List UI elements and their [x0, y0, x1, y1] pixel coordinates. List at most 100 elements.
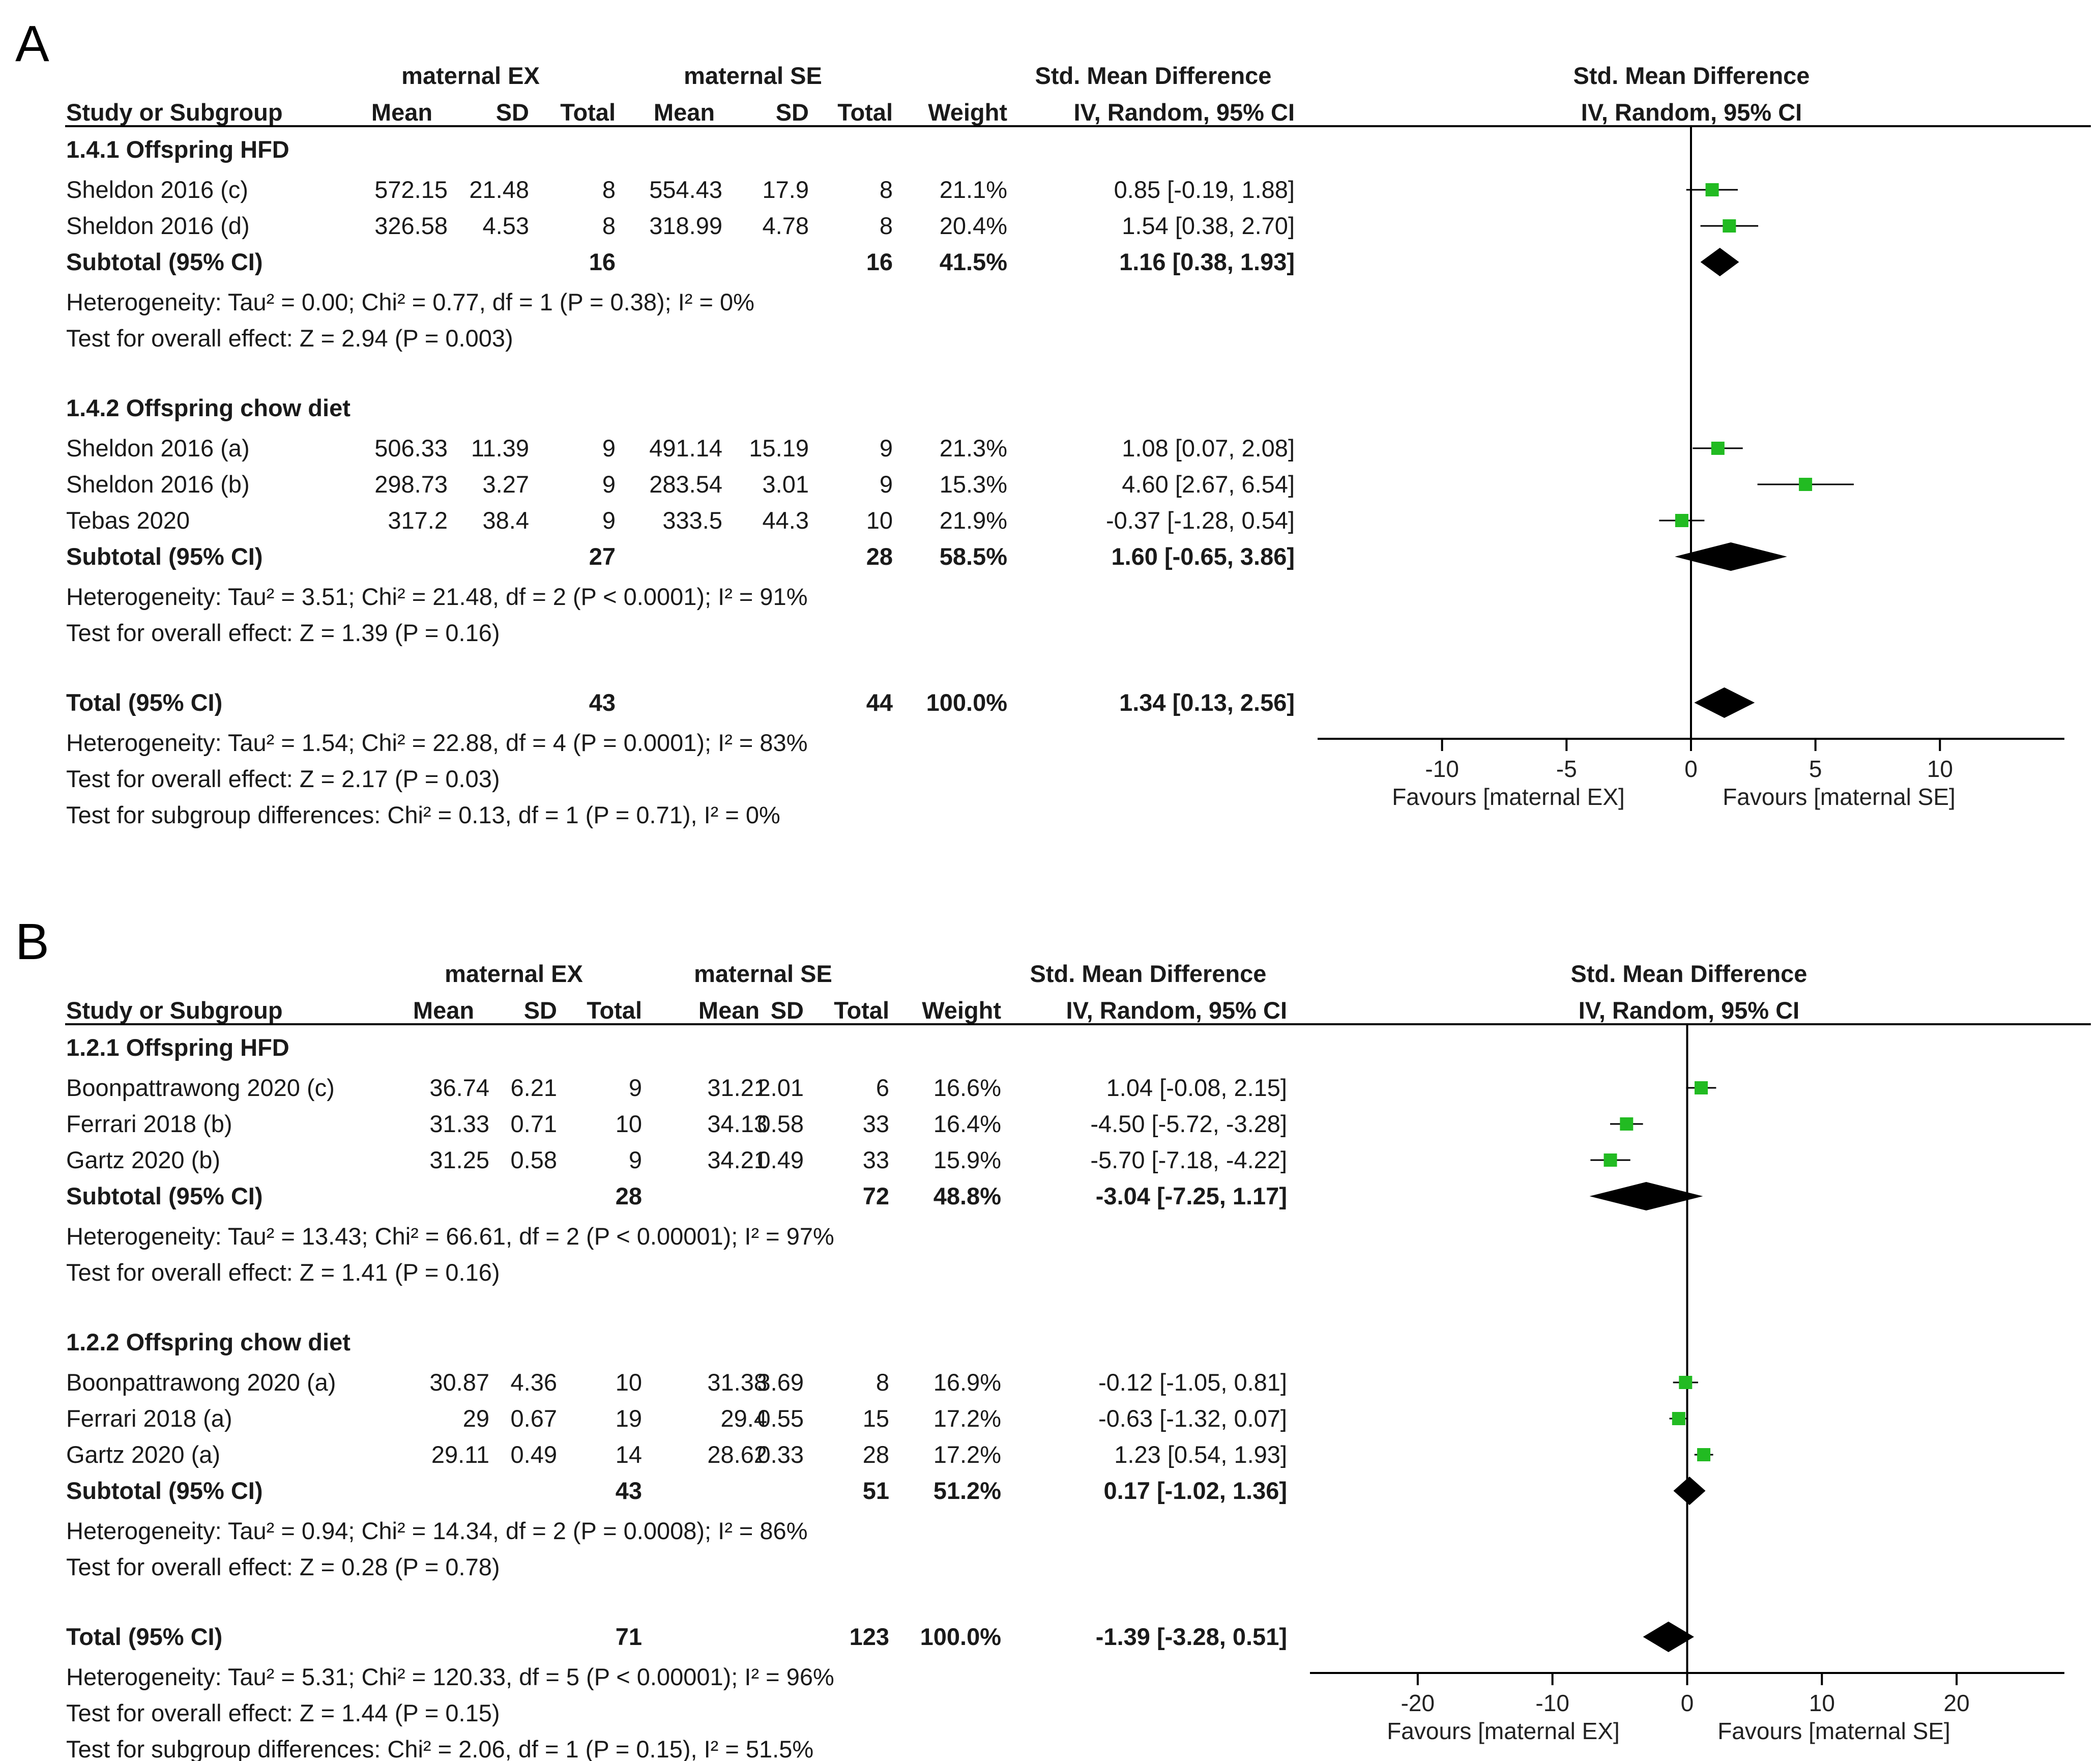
- overall-effect: Test for overall effect: Z = 2.94 (P = 0…: [66, 325, 513, 352]
- se-mean: 34.21: [707, 1146, 767, 1173]
- se-total: 8: [876, 1369, 889, 1396]
- se-total: 33: [863, 1146, 889, 1173]
- subtotal-se-total: 16: [866, 248, 893, 275]
- subtotal-label: Subtotal (95% CI): [66, 543, 262, 570]
- study-name: Sheldon 2016 (c): [66, 176, 248, 203]
- heterogeneity: Heterogeneity: Tau² = 0.00; Chi² = 0.77,…: [66, 288, 754, 315]
- effect-header: Std. Mean Difference: [1035, 62, 1272, 89]
- weight: 16.6%: [934, 1074, 1001, 1101]
- study-name: Gartz 2020 (b): [66, 1146, 220, 1173]
- se-sd: 3.01: [763, 471, 809, 498]
- subgroup-title: 1.2.2 Offspring chow diet: [66, 1329, 351, 1355]
- subtotal-weight: 48.8%: [934, 1182, 1001, 1209]
- se-total: 9: [880, 471, 893, 498]
- favours-left-label: Favours [maternal EX]: [1387, 1718, 1620, 1744]
- weight: 20.4%: [940, 212, 1007, 239]
- ex-mean: 572.15: [374, 176, 448, 203]
- se-total: 8: [880, 212, 893, 239]
- group-se-header: maternal SE: [684, 62, 822, 89]
- x-tick-label: 0: [1684, 756, 1698, 782]
- total-heterogeneity: Heterogeneity: Tau² = 1.54; Chi² = 22.88…: [66, 729, 807, 756]
- ex-mean: 326.58: [374, 212, 448, 239]
- subtotal-label: Subtotal (95% CI): [66, 1182, 262, 1209]
- se-mean: 34.13: [707, 1110, 767, 1137]
- ex-total: 8: [602, 176, 616, 203]
- subgroup-title: 1.4.2 Offspring chow diet: [66, 394, 351, 421]
- x-tick-label: 10: [1809, 1690, 1835, 1716]
- col-ci-header: IV, Random, 95% CI: [1074, 99, 1295, 126]
- study-name: Boonpattrawong 2020 (c): [66, 1074, 335, 1101]
- total-overall-effect: Test for overall effect: Z = 1.44 (P = 0…: [66, 1699, 500, 1726]
- subtotal-se-total: 72: [863, 1182, 889, 1209]
- se-sd: 3.69: [757, 1369, 804, 1396]
- total-heterogeneity: Heterogeneity: Tau² = 5.31; Chi² = 120.3…: [66, 1663, 834, 1690]
- ci-text: 4.60 [2.67, 6.54]: [1122, 471, 1295, 498]
- ex-mean: 36.74: [429, 1074, 489, 1101]
- se-mean: 28.62: [707, 1441, 767, 1468]
- ex-total: 10: [616, 1369, 642, 1396]
- total-diamond: [1643, 1622, 1695, 1652]
- ex-sd: 3.27: [483, 471, 529, 498]
- ex-mean: 31.25: [429, 1146, 489, 1173]
- se-mean: 31.38: [707, 1369, 767, 1396]
- effect-header: Std. Mean Difference: [1030, 960, 1267, 987]
- se-mean: 29.4: [721, 1405, 767, 1432]
- study-marker: [1723, 219, 1736, 233]
- ex-sd: 11.39: [471, 435, 529, 461]
- subtotal-label: Subtotal (95% CI): [66, 248, 262, 275]
- study-marker: [1711, 442, 1725, 455]
- se-sd: 4.78: [763, 212, 809, 239]
- col-plot-ci-header: IV, Random, 95% CI: [1579, 997, 1799, 1024]
- study-marker: [1705, 183, 1719, 196]
- subgroup-differences: Test for subgroup differences: Chi² = 0.…: [66, 801, 780, 828]
- subtotal-diamond: [1700, 248, 1739, 276]
- total-weight: 100.0%: [926, 689, 1007, 716]
- subgroup-title: 1.2.1 Offspring HFD: [66, 1034, 289, 1061]
- se-mean: 31.21: [707, 1074, 767, 1101]
- weight: 21.9%: [940, 507, 1007, 534]
- plot-header: Std. Mean Difference: [1573, 62, 1810, 89]
- ex-total: 9: [602, 507, 616, 534]
- study-marker: [1679, 1376, 1693, 1389]
- ex-sd: 4.53: [483, 212, 529, 239]
- subtotal-weight: 51.2%: [934, 1477, 1001, 1504]
- se-mean: 333.5: [662, 507, 722, 534]
- favours-right-label: Favours [maternal SE]: [1723, 784, 1956, 810]
- subgroup-title: 1.4.1 Offspring HFD: [66, 136, 289, 163]
- ex-total: 9: [629, 1074, 642, 1101]
- x-tick-label: 5: [1809, 756, 1822, 782]
- se-sd: 15.19: [749, 435, 809, 461]
- weight: 17.2%: [934, 1441, 1001, 1468]
- x-tick-label: -5: [1556, 756, 1577, 782]
- study-marker: [1672, 1412, 1685, 1425]
- total-ex-total: 43: [589, 689, 616, 716]
- se-total: 8: [880, 176, 893, 203]
- col-mean-se-header: Mean: [698, 997, 760, 1024]
- se-mean: 554.43: [649, 176, 722, 203]
- se-sd: 0.49: [757, 1146, 804, 1173]
- subtotal-se-total: 28: [866, 543, 893, 570]
- ex-total: 10: [616, 1110, 642, 1137]
- col-study-header: Study or Subgroup: [66, 997, 283, 1024]
- col-sd-se-header: SD: [771, 997, 804, 1024]
- col-mean-ex-header: Mean: [413, 997, 474, 1024]
- study-marker: [1695, 1081, 1708, 1094]
- ex-sd: 0.67: [511, 1405, 557, 1432]
- subtotal-se-total: 51: [863, 1477, 889, 1504]
- ex-mean: 31.33: [429, 1110, 489, 1137]
- col-total-ex-header: Total: [587, 997, 642, 1024]
- se-total: 15: [863, 1405, 889, 1432]
- subtotal-ci-text: -3.04 [-7.25, 1.17]: [1096, 1182, 1287, 1209]
- plot-header: Std. Mean Difference: [1571, 960, 1807, 987]
- subtotal-diamond: [1675, 542, 1787, 571]
- study-name: Sheldon 2016 (b): [66, 471, 250, 498]
- x-tick-label: -20: [1401, 1690, 1435, 1716]
- subtotal-weight: 41.5%: [940, 248, 1007, 275]
- ex-mean: 30.87: [429, 1369, 489, 1396]
- ex-sd: 0.71: [511, 1110, 557, 1137]
- weight: 15.3%: [940, 471, 1007, 498]
- study-name: Ferrari 2018 (b): [66, 1110, 232, 1137]
- subtotal-diamond: [1673, 1477, 1706, 1505]
